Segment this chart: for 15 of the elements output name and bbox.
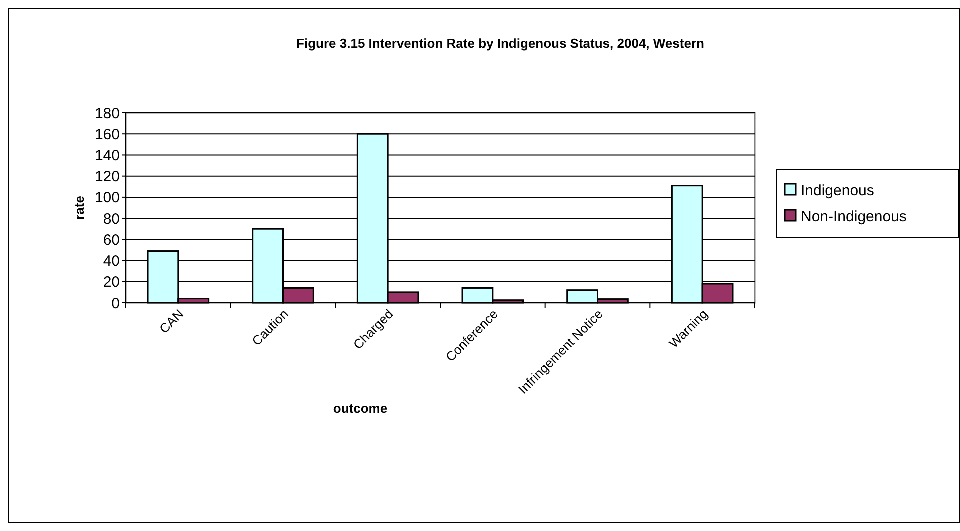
y-tick-label: 180 [94,105,120,122]
y-axis-title: rate [72,196,87,220]
y-tick-label: 120 [94,168,120,186]
y-tick-label: 40 [103,253,120,270]
legend-label: Indigenous [801,182,874,200]
y-tick-label: 140 [94,147,120,164]
y-tick-label: 80 [103,210,120,228]
y-tick-label: 160 [94,126,120,144]
chart-title: Figure 3.15 Intervention Rate by Indigenous Status, 2004, Western [296,36,705,51]
y-tick-label: 0 [112,295,120,312]
legend-label: Non-Indigenous [801,208,907,226]
y-tick-label: 100 [94,190,120,207]
y-tick-label: 60 [103,232,120,249]
x-axis-title: outcome [333,401,388,416]
y-tick-label: 20 [103,274,120,292]
